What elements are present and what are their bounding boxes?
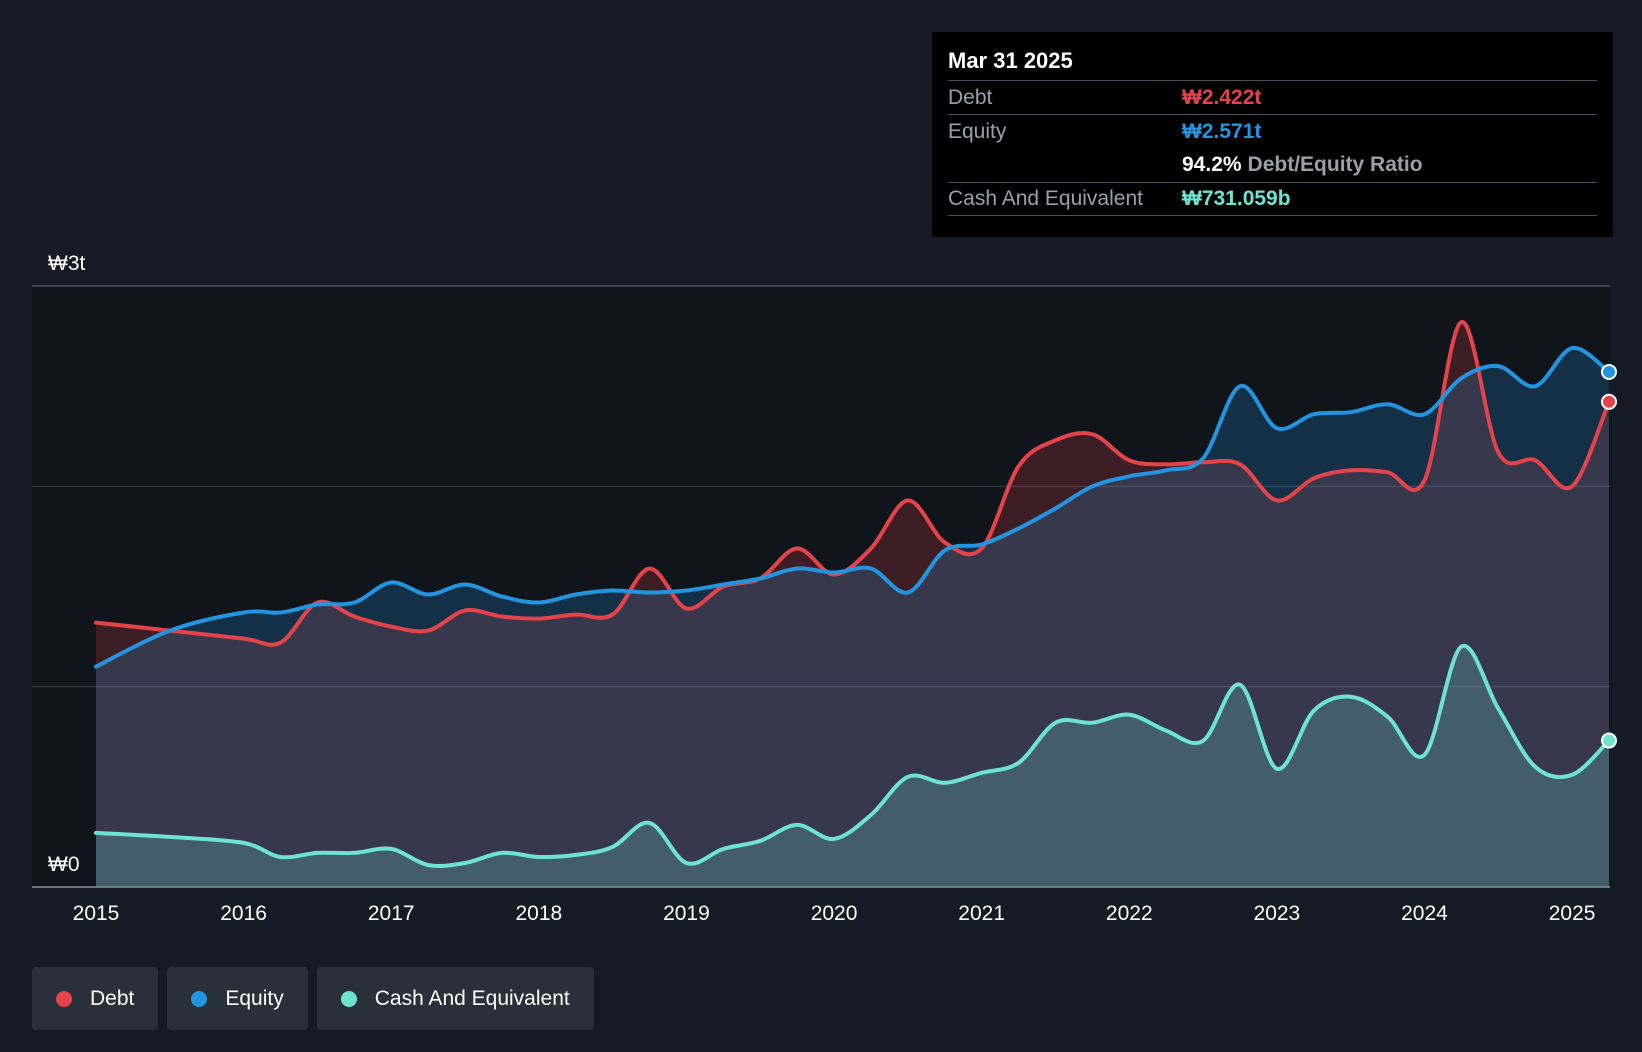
x-tick-label: 2018: [515, 902, 562, 925]
cash-and-equivalent-endpoint: [1601, 732, 1617, 749]
equity-area: [96, 347, 1609, 888]
equity-dot-icon: [191, 990, 208, 1007]
x-tick-label: 2022: [1106, 902, 1153, 925]
equity-endpoint: [1601, 363, 1617, 380]
x-tick-label: 2015: [73, 902, 120, 925]
tooltip-debt-value: ₩2.422t: [1182, 85, 1262, 109]
legend-item-equity[interactable]: Equity: [167, 967, 308, 1030]
tooltip-ratio-value: 94.2%: [1182, 153, 1242, 176]
tooltip-equity-value: ₩2.571t: [1182, 119, 1262, 143]
cash-and-equivalent-line: [94, 643, 1611, 868]
tooltip-cash-label: Cash And Equivalent: [948, 187, 1143, 210]
x-axis-labels: 2015 2016 2017 2018 2019 2020 2021 2022 2023 2024…: [73, 902, 1596, 925]
debt-line: [94, 320, 1611, 647]
tooltip-ratio-label: Debt/Equity Ratio: [1247, 153, 1423, 176]
equity-line: [94, 346, 1611, 669]
tooltip-debt-row: Debt ₩2.422t: [948, 80, 1597, 114]
tooltip-cash-value: ₩731.059b: [1182, 187, 1291, 210]
tooltip-cash-row: Cash And Equivalent ₩731.059b: [948, 182, 1597, 216]
x-tick-label: 2017: [368, 902, 415, 925]
plot-background: [32, 286, 1610, 887]
y-tick-label: ₩3t: [48, 252, 86, 275]
tooltip-debt-label: Debt: [948, 85, 993, 109]
x-tick-label: 2016: [220, 902, 267, 925]
legend-item-cash[interactable]: Cash And Equivalent: [316, 967, 594, 1030]
tooltip-date: Mar 31 2025: [948, 48, 1073, 73]
tooltip-equity-label: Equity: [948, 119, 1007, 143]
x-tick-label: 2025: [1549, 902, 1596, 925]
x-tick-label: 2020: [811, 902, 858, 925]
series-lines: [94, 320, 1611, 868]
cash-dot-icon: [340, 990, 357, 1007]
grid-lines: [32, 285, 1610, 888]
legend-label-cash: Cash And Equivalent: [374, 986, 570, 1010]
x-tick-label: 2021: [958, 902, 1005, 925]
tooltip-ratio-row: 94.2% Debt/Equity Ratio: [948, 148, 1597, 182]
legend-label-equity: Equity: [225, 986, 284, 1010]
series-endpoints: [1601, 363, 1617, 749]
y-tick-label: ₩0: [48, 853, 80, 876]
x-tick-label: 2019: [663, 902, 710, 925]
x-tick-label: 2024: [1401, 902, 1448, 925]
tooltip-equity-row: Equity ₩2.571t: [948, 114, 1597, 148]
tooltip-panel: Mar 31 2025 Debt ₩2.422t Equity ₩2.571t …: [932, 32, 1613, 237]
series-areas: [96, 321, 1609, 888]
legend-label-debt: Debt: [90, 986, 135, 1010]
debt-dot-icon: [56, 990, 72, 1007]
y-axis-labels: ₩3t ₩0: [48, 252, 86, 876]
cash-and-equivalent-area: [96, 645, 1609, 887]
debt-endpoint: [1601, 393, 1617, 410]
legend-item-debt[interactable]: Debt: [32, 967, 159, 1030]
x-tick-label: 2023: [1254, 902, 1301, 925]
legend: Debt Equity Cash And Equivalent: [32, 967, 594, 1030]
